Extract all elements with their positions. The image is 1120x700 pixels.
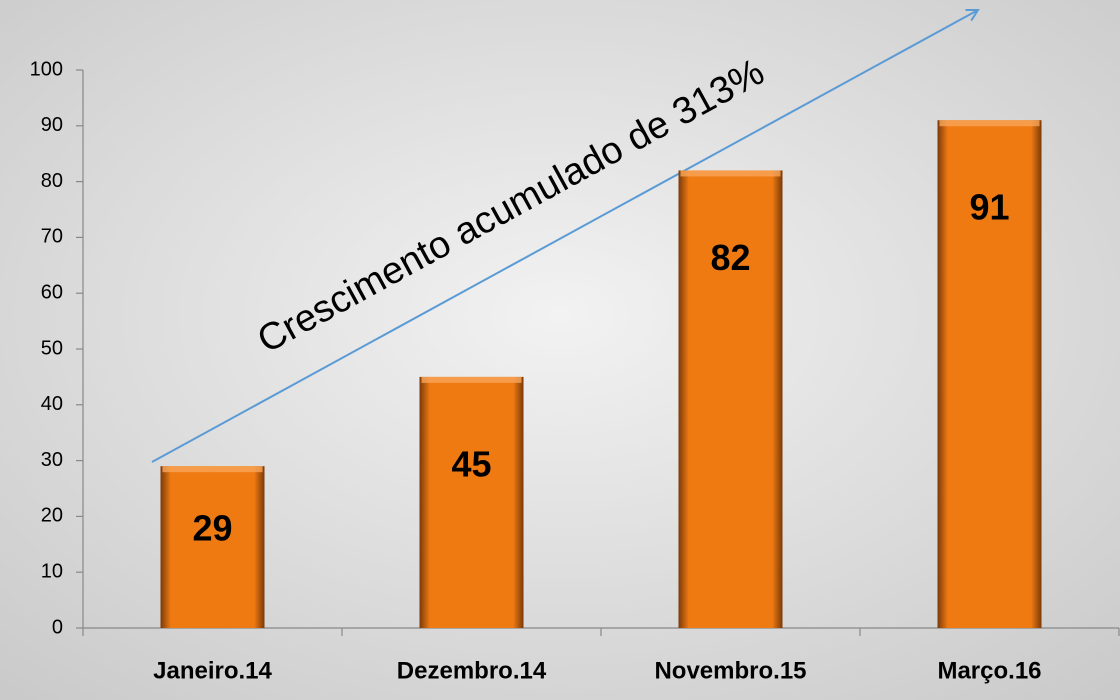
- bar: [678, 170, 783, 628]
- bar: [937, 120, 1042, 628]
- bar-bevel: [680, 170, 781, 177]
- y-tick-label: 30: [41, 449, 63, 471]
- x-tick-label: Março.16: [937, 657, 1041, 684]
- data-label: 45: [451, 443, 491, 484]
- y-tick-label: 100: [30, 58, 63, 80]
- x-tick-label: Novembro.15: [654, 657, 806, 684]
- bar-bevel: [162, 466, 263, 473]
- y-tick-label: 70: [41, 226, 63, 248]
- y-tick-label: 60: [41, 281, 63, 303]
- bar-bevel: [421, 376, 522, 383]
- y-tick-label: 90: [41, 114, 63, 136]
- bar-bevel: [939, 120, 1040, 127]
- y-tick-label: 20: [41, 505, 63, 527]
- bar: [419, 376, 524, 628]
- y-tick-label: 50: [41, 337, 63, 359]
- x-tick-label: Janeiro.14: [153, 657, 272, 684]
- bar: [160, 466, 265, 628]
- data-label: 82: [710, 237, 750, 278]
- data-label: 91: [969, 187, 1009, 228]
- data-label: 29: [192, 507, 232, 548]
- y-tick-label: 10: [41, 560, 63, 582]
- x-tick-label: Dezembro.14: [397, 657, 547, 684]
- growth-arrow: [151, 10, 978, 463]
- y-tick-label: 0: [52, 616, 63, 638]
- y-tick-label: 80: [41, 170, 63, 192]
- y-tick-label: 40: [41, 393, 63, 415]
